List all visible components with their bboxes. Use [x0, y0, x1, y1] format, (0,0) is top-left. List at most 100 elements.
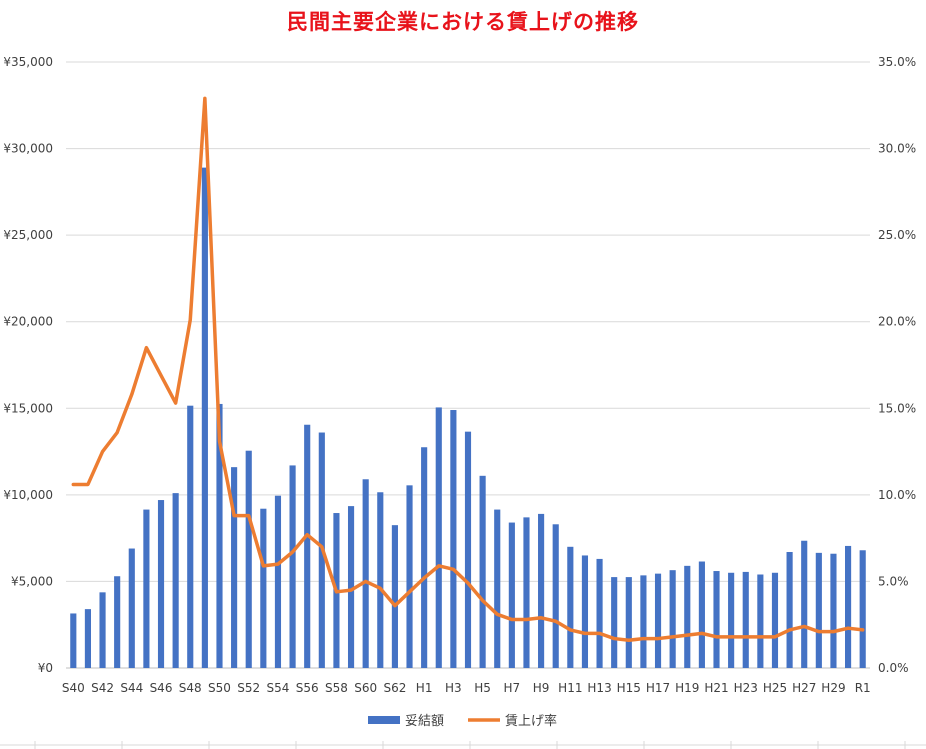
x-tick-label: H3	[445, 681, 462, 695]
x-tick-label: H27	[792, 681, 816, 695]
y-right-tick-label: 25.0%	[878, 228, 916, 242]
y-left-tick-label: ¥10,000	[3, 488, 53, 502]
y-left-tick-label: ¥0	[38, 661, 53, 675]
bar-series-goal-amount	[70, 167, 866, 669]
bar	[552, 524, 559, 668]
y-left-tick-label: ¥15,000	[3, 401, 53, 415]
bar	[654, 573, 662, 668]
y-right-tick-label: 15.0%	[878, 401, 916, 415]
bar	[216, 403, 223, 668]
bar	[742, 571, 749, 668]
y-right-tick-label: 35.0%	[878, 55, 916, 69]
bar	[231, 467, 238, 668]
bar	[464, 431, 472, 668]
bar	[508, 522, 515, 668]
bar	[815, 552, 822, 668]
x-tick-label: S50	[208, 681, 231, 695]
y-right-tick-label: 30.0%	[878, 142, 916, 156]
bar	[114, 576, 121, 668]
bar	[801, 540, 808, 668]
bar	[830, 553, 837, 668]
bar	[728, 572, 735, 668]
x-tick-label: H21	[704, 681, 728, 695]
legend-swatch-bar	[368, 716, 400, 724]
x-tick-label: R1	[855, 681, 871, 695]
x-tick-label: S44	[120, 681, 143, 695]
x-tick-label: S42	[91, 681, 114, 695]
y-right-tick-label: 0.0%	[878, 661, 909, 675]
x-tick-label: S46	[150, 681, 173, 695]
bar	[362, 479, 369, 668]
bar	[859, 550, 866, 668]
bar	[450, 410, 457, 668]
y-axis-right: 0.0% 5.0% 10.0% 15.0% 20.0% 25.0% 30.0% 35.0%	[878, 55, 916, 675]
bar	[538, 513, 545, 668]
bar	[771, 572, 779, 668]
bar	[289, 465, 296, 668]
bar	[157, 500, 165, 668]
bar	[406, 485, 413, 668]
line-series-raise-rate	[71, 96, 865, 643]
bar	[757, 574, 764, 668]
x-tick-label: S52	[237, 681, 260, 695]
x-axis: S40 S42 S44 S46 S48 S50 S52 S54 S56 S58 S60 S62 H1 H3…	[62, 681, 871, 695]
legend-label-bar: 妥結額	[405, 714, 444, 729]
y-right-tick-label: 20.0%	[878, 315, 916, 329]
x-tick-label: H19	[675, 681, 699, 695]
x-tick-label: H13	[587, 681, 611, 695]
x-tick-label: H15	[617, 681, 641, 695]
x-tick-label: H9	[533, 681, 550, 695]
y-left-tick-label: ¥5,000	[11, 574, 53, 588]
x-tick-label: H29	[821, 681, 845, 695]
x-tick-label: H7	[504, 681, 521, 695]
bar	[347, 506, 355, 668]
bar	[845, 545, 852, 668]
chart-title: 民間主要企業における賃上げの推移	[287, 10, 639, 34]
y-right-tick-label: 5.0%	[878, 574, 909, 588]
bar	[669, 570, 676, 668]
y-left-tick-label: ¥35,000	[3, 55, 53, 69]
bar	[625, 577, 632, 668]
x-tick-label: H23	[734, 681, 758, 695]
bar	[260, 508, 267, 668]
bar	[698, 561, 705, 668]
x-tick-label: S58	[325, 681, 348, 695]
bar	[435, 407, 442, 668]
bar	[274, 495, 282, 668]
bar	[713, 571, 720, 668]
bar	[640, 575, 647, 668]
y-left-tick-label: ¥25,000	[3, 228, 53, 242]
y-right-tick-label: 10.0%	[878, 488, 916, 502]
x-tick-label: S56	[296, 681, 319, 695]
bar	[84, 609, 91, 668]
bar	[567, 546, 574, 668]
x-tick-label: H11	[558, 681, 582, 695]
x-tick-label: S62	[383, 681, 406, 695]
bar	[245, 450, 252, 668]
bottom-border-ticks	[0, 741, 926, 749]
bar	[523, 517, 530, 668]
bar	[99, 592, 106, 668]
bar	[611, 577, 618, 668]
x-tick-label: H25	[763, 681, 787, 695]
y-left-tick-label: ¥30,000	[3, 142, 53, 156]
bar	[391, 525, 398, 668]
x-tick-label: H17	[646, 681, 670, 695]
bar	[377, 492, 384, 668]
bar	[201, 167, 208, 669]
bar	[421, 447, 428, 668]
bar	[479, 475, 486, 668]
x-tick-label: H1	[416, 681, 433, 695]
bar	[304, 424, 311, 668]
x-tick-label: S48	[179, 681, 202, 695]
bar	[494, 509, 501, 668]
bar	[143, 509, 150, 668]
bar	[786, 551, 793, 668]
x-tick-label: H5	[474, 681, 491, 695]
bar	[70, 613, 77, 668]
x-tick-label: S40	[62, 681, 85, 695]
y-axis-left: ¥0 ¥5,000 ¥10,000 ¥15,000 ¥20,000 ¥25,000 ¥30,…	[3, 55, 53, 675]
x-tick-label: S60	[354, 681, 377, 695]
bar	[128, 548, 135, 668]
